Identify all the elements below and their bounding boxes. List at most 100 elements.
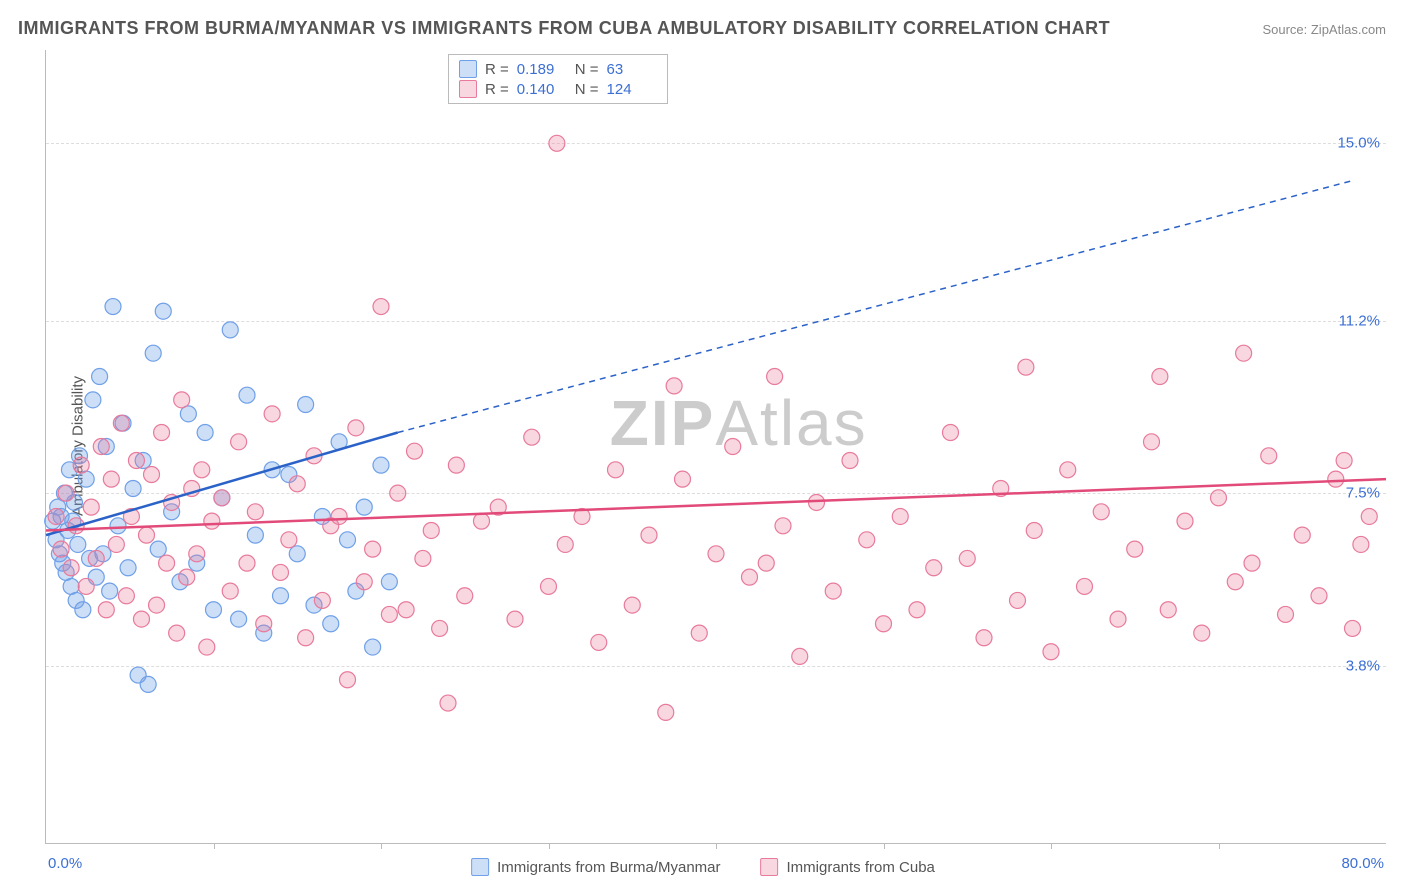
data-point-cuba	[725, 439, 741, 455]
data-point-cuba	[708, 546, 724, 562]
x-tick	[716, 843, 717, 849]
data-point-cuba	[128, 452, 144, 468]
plot-svg	[46, 50, 1386, 843]
data-point-cuba	[524, 429, 540, 445]
x-tick	[884, 843, 885, 849]
data-point-cuba	[1227, 574, 1243, 590]
data-point-cuba	[1127, 541, 1143, 557]
data-point-cuba	[340, 672, 356, 688]
data-point-cuba	[133, 611, 149, 627]
data-point-cuba	[1244, 555, 1260, 571]
x-axis-max-label: 80.0%	[1341, 855, 1384, 872]
x-tick	[214, 843, 215, 849]
data-point-cuba	[103, 471, 119, 487]
data-point-cuba	[1278, 606, 1294, 622]
data-point-cuba	[658, 704, 674, 720]
data-point-cuba	[1010, 592, 1026, 608]
data-point-burma	[150, 541, 166, 557]
data-point-cuba	[289, 476, 305, 492]
data-point-cuba	[943, 425, 959, 441]
data-point-cuba	[432, 620, 448, 636]
data-point-cuba	[1345, 620, 1361, 636]
data-point-cuba	[98, 602, 114, 618]
data-point-cuba	[641, 527, 657, 543]
data-point-cuba	[1144, 434, 1160, 450]
data-point-cuba	[474, 513, 490, 529]
data-point-burma	[323, 616, 339, 632]
data-point-burma	[365, 639, 381, 655]
n-label-1: N =	[575, 81, 599, 98]
data-point-cuba	[149, 597, 165, 613]
data-point-cuba	[876, 616, 892, 632]
data-point-cuba	[1353, 536, 1369, 552]
data-point-cuba	[892, 508, 908, 524]
r-label-1: R =	[485, 81, 509, 98]
data-point-cuba	[1311, 588, 1327, 604]
data-point-cuba	[73, 457, 89, 473]
data-point-cuba	[390, 485, 406, 501]
data-point-cuba	[348, 420, 364, 436]
footer-legend-cuba: Immigrants from Cuba	[761, 858, 935, 876]
data-point-cuba	[273, 564, 289, 580]
data-point-burma	[155, 303, 171, 319]
data-point-cuba	[1294, 527, 1310, 543]
x-axis-min-label: 0.0%	[48, 855, 82, 872]
data-point-cuba	[541, 578, 557, 594]
data-point-cuba	[809, 494, 825, 510]
data-point-cuba	[281, 532, 297, 548]
data-point-cuba	[1211, 490, 1227, 506]
data-point-cuba	[423, 522, 439, 538]
data-point-cuba	[1093, 504, 1109, 520]
data-point-cuba	[174, 392, 190, 408]
data-point-burma	[145, 345, 161, 361]
data-point-burma	[356, 499, 372, 515]
data-point-cuba	[93, 439, 109, 455]
footer-label-burma: Immigrants from Burma/Myanmar	[497, 859, 720, 876]
data-point-cuba	[154, 425, 170, 441]
data-point-cuba	[48, 508, 64, 524]
data-point-cuba	[247, 504, 263, 520]
r-value-1: 0.140	[517, 81, 567, 98]
data-point-burma	[222, 322, 238, 338]
data-point-cuba	[113, 415, 129, 431]
data-point-burma	[273, 588, 289, 604]
data-point-burma	[105, 299, 121, 315]
x-tick	[1051, 843, 1052, 849]
data-point-cuba	[222, 583, 238, 599]
source-label: Source: ZipAtlas.com	[1262, 22, 1386, 37]
data-point-cuba	[314, 592, 330, 608]
data-point-cuba	[53, 541, 69, 557]
data-point-burma	[140, 676, 156, 692]
data-point-cuba	[1160, 602, 1176, 618]
data-point-cuba	[231, 434, 247, 450]
n-value-0: 63	[607, 61, 657, 78]
data-point-cuba	[1194, 625, 1210, 641]
data-point-cuba	[199, 639, 215, 655]
data-point-cuba	[1261, 448, 1277, 464]
data-point-burma	[110, 518, 126, 534]
data-point-cuba	[58, 485, 74, 501]
data-point-cuba	[88, 550, 104, 566]
trend-line-dash-burma	[398, 181, 1353, 433]
data-point-burma	[298, 397, 314, 413]
data-point-cuba	[825, 583, 841, 599]
data-point-cuba	[1236, 345, 1252, 361]
data-point-cuba	[1328, 471, 1344, 487]
data-point-cuba	[365, 541, 381, 557]
legend-row-cuba: R = 0.140 N = 124	[459, 79, 657, 99]
data-point-burma	[239, 387, 255, 403]
x-tick	[381, 843, 382, 849]
swatch-burma	[459, 60, 477, 78]
data-point-burma	[373, 457, 389, 473]
footer-legend-burma: Immigrants from Burma/Myanmar	[471, 858, 720, 876]
data-point-cuba	[169, 625, 185, 641]
data-point-burma	[92, 369, 108, 385]
data-point-cuba	[1110, 611, 1126, 627]
x-tick	[1219, 843, 1220, 849]
data-point-cuba	[608, 462, 624, 478]
data-point-cuba	[775, 518, 791, 534]
data-point-cuba	[507, 611, 523, 627]
data-point-cuba	[909, 602, 925, 618]
data-point-cuba	[448, 457, 464, 473]
footer-swatch-burma	[471, 858, 489, 876]
